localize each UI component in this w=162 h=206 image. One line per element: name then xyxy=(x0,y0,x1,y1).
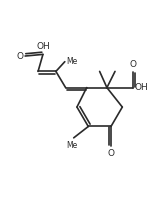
Text: O: O xyxy=(129,60,136,69)
Text: OH: OH xyxy=(36,42,50,51)
Text: Me: Me xyxy=(66,57,78,66)
Text: O: O xyxy=(16,52,23,61)
Text: Me: Me xyxy=(66,141,78,150)
Text: O: O xyxy=(107,150,115,158)
Text: OH: OH xyxy=(135,83,149,92)
